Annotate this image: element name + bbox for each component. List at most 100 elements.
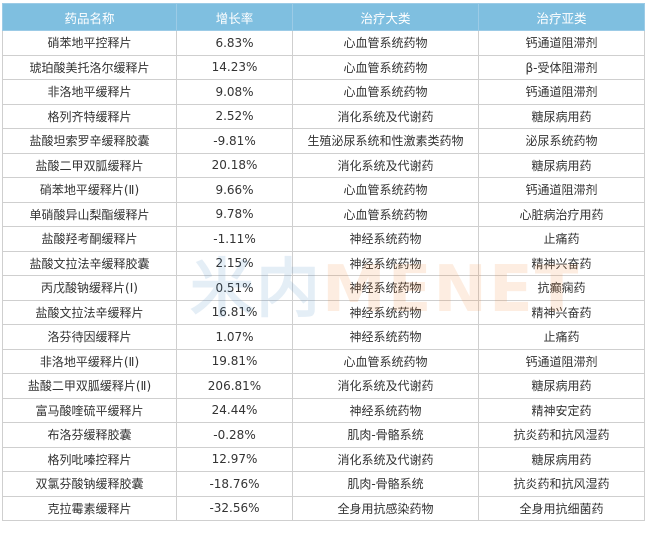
drug-name-cell: 盐酸坦索罗辛缓释胶囊	[2, 128, 177, 154]
header-drug-name: 药品名称	[2, 3, 177, 31]
growth-rate-cell: 24.44%	[176, 397, 293, 423]
drug-growth-table: 药品名称 增长率 治疗大类 治疗亚类 硝苯地平控释片 6.83% 心血管系统药物 钙通…	[2, 3, 645, 521]
table-row: 非洛地平缓释片 9.08% 心血管系统药物 钙通道阻滞剂	[2, 79, 645, 105]
table-row: 单硝酸异山梨酯缓释片 9.78% 心血管系统药物 心脏病治疗用药	[2, 201, 645, 227]
table-row: 盐酸文拉法辛缓释胶囊 2.15% 神经系统药物 精神兴奋药	[2, 250, 645, 276]
therapy-subcategory-cell: 泌尿系统药物	[478, 128, 645, 154]
growth-rate-cell: -0.28%	[176, 422, 293, 448]
table-row: 富马酸喹硫平缓释片 24.44% 神经系统药物 精神安定药	[2, 397, 645, 423]
growth-rate-cell: 1.07%	[176, 324, 293, 350]
table-row: 盐酸坦索罗辛缓释胶囊 -9.81% 生殖泌尿系统和性激素类药物 泌尿系统药物	[2, 128, 645, 154]
therapy-subcategory-cell: 抗癫痫药	[478, 275, 645, 301]
therapy-subcategory-cell: 精神安定药	[478, 397, 645, 423]
therapy-category-cell: 神经系统药物	[292, 324, 479, 350]
therapy-category-cell: 心血管系统药物	[292, 54, 479, 80]
table-row: 布洛芬缓释胶囊 -0.28% 肌肉-骨骼系统 抗炎药和抗风湿药	[2, 422, 645, 448]
drug-name-cell: 盐酸二甲双胍缓释片(Ⅱ)	[2, 373, 177, 399]
therapy-subcategory-cell: 糖尿病用药	[478, 373, 645, 399]
drug-name-cell: 格列吡嗪控释片	[2, 446, 177, 472]
therapy-subcategory-cell: 心脏病治疗用药	[478, 201, 645, 227]
table-row: 洛芬待因缓释片 1.07% 神经系统药物 止痛药	[2, 324, 645, 350]
therapy-category-cell: 心血管系统药物	[292, 30, 479, 56]
therapy-subcategory-cell: 精神兴奋药	[478, 250, 645, 276]
therapy-category-cell: 心血管系统药物	[292, 201, 479, 227]
growth-rate-cell: 14.23%	[176, 54, 293, 80]
table-row: 盐酸羟考酮缓释片 -1.11% 神经系统药物 止痛药	[2, 226, 645, 252]
therapy-category-cell: 神经系统药物	[292, 275, 479, 301]
drug-name-cell: 盐酸羟考酮缓释片	[2, 226, 177, 252]
header-therapy-subcategory: 治疗亚类	[478, 3, 645, 31]
growth-rate-cell: 9.78%	[176, 201, 293, 227]
therapy-category-cell: 消化系统及代谢药	[292, 152, 479, 178]
therapy-category-cell: 肌肉-骨骼系统	[292, 471, 479, 497]
drug-name-cell: 富马酸喹硫平缓释片	[2, 397, 177, 423]
table-row: 双氯芬酸钠缓释胶囊 -18.76% 肌肉-骨骼系统 抗炎药和抗风湿药	[2, 471, 645, 497]
therapy-subcategory-cell: 抗炎药和抗风湿药	[478, 422, 645, 448]
drug-name-cell: 洛芬待因缓释片	[2, 324, 177, 350]
therapy-category-cell: 心血管系统药物	[292, 177, 479, 203]
therapy-subcategory-cell: 糖尿病用药	[478, 446, 645, 472]
therapy-category-cell: 消化系统及代谢药	[292, 446, 479, 472]
drug-name-cell: 布洛芬缓释胶囊	[2, 422, 177, 448]
table-row: 硝苯地平缓释片(Ⅱ) 9.66% 心血管系统药物 钙通道阻滞剂	[2, 177, 645, 203]
therapy-category-cell: 全身用抗感染药物	[292, 495, 479, 521]
growth-rate-cell: 12.97%	[176, 446, 293, 472]
drug-name-cell: 非洛地平缓释片	[2, 79, 177, 105]
growth-rate-cell: 0.51%	[176, 275, 293, 301]
therapy-subcategory-cell: 糖尿病用药	[478, 152, 645, 178]
therapy-subcategory-cell: 止痛药	[478, 226, 645, 252]
drug-name-cell: 琥珀酸美托洛尔缓释片	[2, 54, 177, 80]
therapy-subcategory-cell: 糖尿病用药	[478, 103, 645, 129]
drug-name-cell: 克拉霉素缓释片	[2, 495, 177, 521]
drug-name-cell: 单硝酸异山梨酯缓释片	[2, 201, 177, 227]
growth-rate-cell: 19.81%	[176, 348, 293, 374]
therapy-category-cell: 神经系统药物	[292, 250, 479, 276]
growth-rate-cell: 6.83%	[176, 30, 293, 56]
table-row: 盐酸二甲双胍缓释片 20.18% 消化系统及代谢药 糖尿病用药	[2, 152, 645, 178]
therapy-subcategory-cell: 精神兴奋药	[478, 299, 645, 325]
therapy-category-cell: 心血管系统药物	[292, 348, 479, 374]
table-row: 非洛地平缓释片(Ⅱ) 19.81% 心血管系统药物 钙通道阻滞剂	[2, 348, 645, 374]
growth-rate-cell: 20.18%	[176, 152, 293, 178]
therapy-subcategory-cell: 止痛药	[478, 324, 645, 350]
table-row: 格列吡嗪控释片 12.97% 消化系统及代谢药 糖尿病用药	[2, 446, 645, 472]
therapy-subcategory-cell: 抗炎药和抗风湿药	[478, 471, 645, 497]
table-row: 格列齐特缓释片 2.52% 消化系统及代谢药 糖尿病用药	[2, 103, 645, 129]
therapy-subcategory-cell: 钙通道阻滞剂	[478, 348, 645, 374]
therapy-category-cell: 肌肉-骨骼系统	[292, 422, 479, 448]
drug-name-cell: 格列齐特缓释片	[2, 103, 177, 129]
therapy-category-cell: 心血管系统药物	[292, 79, 479, 105]
growth-rate-cell: 2.52%	[176, 103, 293, 129]
table-row: 丙戊酸钠缓释片(Ⅰ) 0.51% 神经系统药物 抗癫痫药	[2, 275, 645, 301]
therapy-category-cell: 消化系统及代谢药	[292, 373, 479, 399]
therapy-category-cell: 消化系统及代谢药	[292, 103, 479, 129]
growth-rate-cell: -1.11%	[176, 226, 293, 252]
growth-rate-cell: 2.15%	[176, 250, 293, 276]
therapy-subcategory-cell: 钙通道阻滞剂	[478, 79, 645, 105]
growth-rate-cell: 9.08%	[176, 79, 293, 105]
therapy-subcategory-cell: 钙通道阻滞剂	[478, 30, 645, 56]
growth-rate-cell: -9.81%	[176, 128, 293, 154]
growth-rate-cell: -32.56%	[176, 495, 293, 521]
header-therapy-category: 治疗大类	[292, 3, 479, 31]
table-row: 硝苯地平控释片 6.83% 心血管系统药物 钙通道阻滞剂	[2, 30, 645, 56]
therapy-subcategory-cell: 钙通道阻滞剂	[478, 177, 645, 203]
growth-rate-cell: 9.66%	[176, 177, 293, 203]
drug-name-cell: 盐酸文拉法辛缓释胶囊	[2, 250, 177, 276]
header-growth-rate: 增长率	[176, 3, 293, 31]
table-row: 琥珀酸美托洛尔缓释片 14.23% 心血管系统药物 β-受体阻滞剂	[2, 54, 645, 80]
therapy-category-cell: 神经系统药物	[292, 226, 479, 252]
drug-name-cell: 硝苯地平控释片	[2, 30, 177, 56]
therapy-subcategory-cell: 全身用抗细菌药	[478, 495, 645, 521]
growth-rate-cell: -18.76%	[176, 471, 293, 497]
drug-name-cell: 盐酸二甲双胍缓释片	[2, 152, 177, 178]
drug-name-cell: 丙戊酸钠缓释片(Ⅰ)	[2, 275, 177, 301]
drug-name-cell: 非洛地平缓释片(Ⅱ)	[2, 348, 177, 374]
table-row: 盐酸二甲双胍缓释片(Ⅱ) 206.81% 消化系统及代谢药 糖尿病用药	[2, 373, 645, 399]
table-row: 克拉霉素缓释片 -32.56% 全身用抗感染药物 全身用抗细菌药	[2, 495, 645, 521]
table-row: 盐酸文拉法辛缓释片 16.81% 神经系统药物 精神兴奋药	[2, 299, 645, 325]
therapy-subcategory-cell: β-受体阻滞剂	[478, 54, 645, 80]
therapy-category-cell: 神经系统药物	[292, 397, 479, 423]
growth-rate-cell: 16.81%	[176, 299, 293, 325]
therapy-category-cell: 生殖泌尿系统和性激素类药物	[292, 128, 479, 154]
